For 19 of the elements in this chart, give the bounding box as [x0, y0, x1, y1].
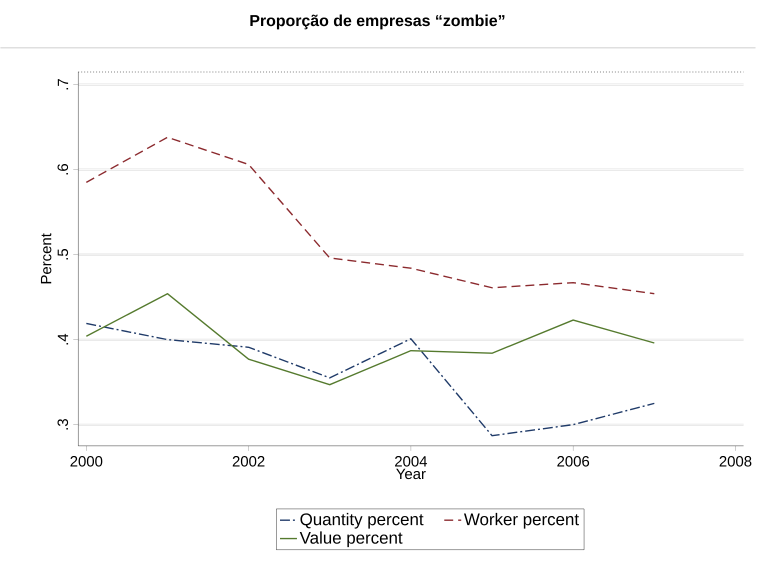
x-axis-title: Year: [396, 468, 426, 480]
y-tick-label: .4: [58, 334, 68, 345]
x-tick-label: 2006: [557, 456, 590, 467]
legend-label: Quantity percent: [300, 513, 424, 529]
y-tick-label: .5: [58, 249, 68, 260]
legend-label: Value percent: [300, 532, 402, 548]
line-series: [86, 136, 656, 295]
x-tick-label: 2000: [70, 456, 102, 467]
legend-label: Worker percent: [464, 513, 579, 529]
line-series: [86, 293, 656, 386]
y-tick-label: .7: [58, 79, 68, 90]
y-axis-title: Percent: [40, 233, 52, 284]
y-tick-label: .3: [58, 419, 68, 430]
chart-title: Proporção de empresas “zombie”: [250, 14, 504, 30]
x-tick-label: 2002: [232, 456, 264, 467]
x-tick-label: 2004: [395, 456, 428, 467]
line-series: [86, 322, 656, 437]
x-tick-label: 2008: [720, 456, 752, 467]
y-tick-label: .6: [58, 164, 68, 175]
